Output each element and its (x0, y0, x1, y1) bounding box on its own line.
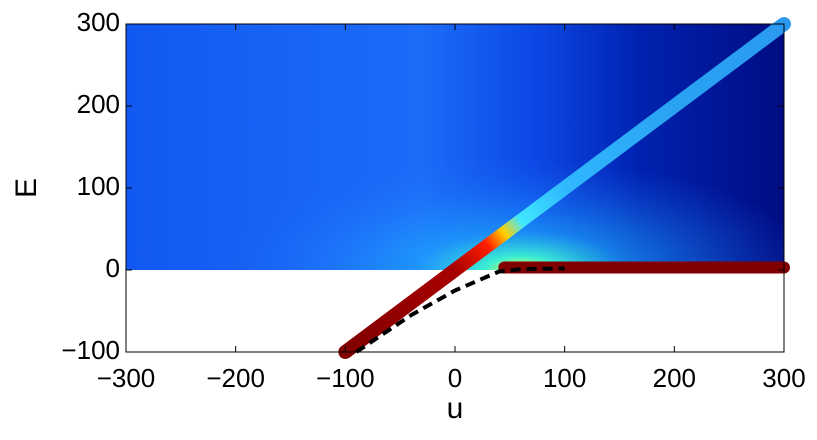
y-axis-label: E (10, 178, 43, 198)
field-hot (126, 24, 784, 270)
x-tick-label: 100 (543, 363, 586, 393)
x-tick-label: 300 (762, 363, 805, 393)
x-tick-label: 200 (653, 363, 696, 393)
y-tick-label: 0 (106, 253, 120, 283)
x-tick-label: −300 (97, 363, 156, 393)
y-tick-label: 200 (77, 89, 120, 119)
y-tick-label: −100 (61, 335, 120, 365)
y-tick-label: 300 (77, 7, 120, 37)
x-axis-label: u (447, 392, 464, 425)
y-tick-label: 100 (77, 171, 120, 201)
x-tick-label: −100 (316, 363, 375, 393)
series-line (355, 266, 565, 354)
x-tick-label: −200 (206, 363, 265, 393)
x-tick-label: 0 (448, 363, 462, 393)
series-line (338, 17, 791, 359)
